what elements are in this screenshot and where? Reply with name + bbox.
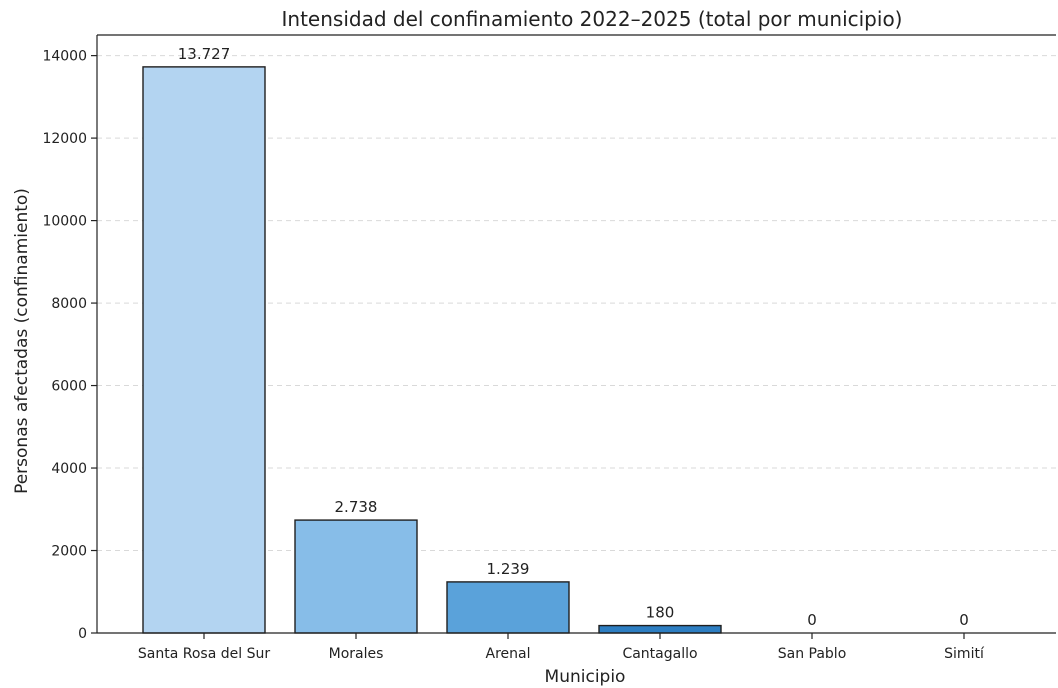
y-tick-label: 2000 bbox=[51, 544, 87, 560]
chart-title: Intensidad del confinamiento 2022–2025 (… bbox=[282, 7, 903, 31]
bar-value-label: 0 bbox=[807, 611, 817, 629]
y-axis-label: Personas afectadas (confinamiento) bbox=[12, 188, 32, 494]
bar-value-label: 0 bbox=[959, 611, 969, 629]
y-tick-label: 8000 bbox=[51, 296, 87, 312]
bar-layer bbox=[142, 66, 722, 634]
y-tick-label: 4000 bbox=[51, 461, 87, 477]
y-tick-label: 10000 bbox=[42, 214, 87, 230]
x-tick-label: San Pablo bbox=[778, 646, 847, 662]
data-label-layer: 13.727 2.738 1.239 180 0 0 bbox=[178, 45, 969, 629]
axis-layer: 0 2000 4000 6000 8000 10000 12000 14000 Santa Ro… bbox=[42, 34, 1056, 662]
bar-value-label: 2.738 bbox=[335, 498, 378, 516]
y-tick-label: 6000 bbox=[51, 379, 87, 395]
bar-morales bbox=[294, 519, 418, 634]
x-tick-label: Simití bbox=[944, 646, 985, 662]
x-axis-label: Municipio bbox=[545, 667, 626, 687]
bar-value-label: 180 bbox=[646, 604, 675, 622]
bar-value-label: 13.727 bbox=[178, 45, 231, 63]
y-tick-label: 12000 bbox=[42, 131, 87, 147]
x-tick-label: Morales bbox=[329, 646, 384, 662]
x-tick-label: Arenal bbox=[486, 646, 531, 662]
bar-value-label: 1.239 bbox=[487, 560, 530, 578]
bar-santa-rosa-del-sur bbox=[142, 66, 266, 634]
x-tick-label: Santa Rosa del Sur bbox=[138, 646, 270, 662]
y-tick-label: 14000 bbox=[42, 49, 87, 65]
grid-layer bbox=[97, 55, 1056, 552]
y-tick-label: 0 bbox=[78, 626, 87, 642]
bar-arenal bbox=[446, 581, 570, 634]
bar-cantagallo bbox=[598, 624, 722, 634]
x-tick-label: Cantagallo bbox=[622, 646, 697, 662]
